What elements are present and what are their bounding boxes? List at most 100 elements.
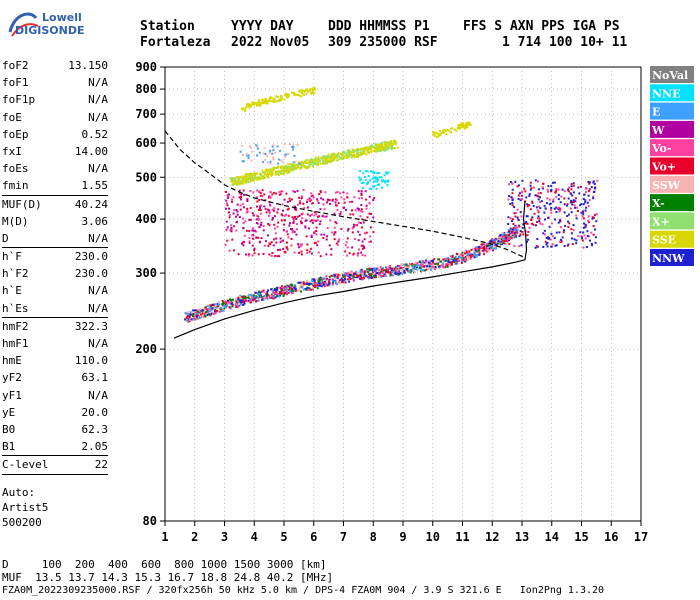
multihop-echo [352,149,355,152]
nnw-echo [573,238,576,241]
param-value: 20.0 [81,405,109,419]
o-mode-echo [355,276,358,279]
spread-echo [253,249,256,252]
multihop-echo [385,147,388,150]
upper-echo [465,124,468,127]
multihop-echo [270,174,273,177]
multihop-echo [249,177,252,180]
spread-echo [296,189,299,192]
spread-echo [295,208,298,211]
spread-echo [317,202,320,205]
o-mode-echo [349,278,352,281]
o-mode-echo [444,257,447,260]
nnw-echo [563,211,566,214]
o-mode-echo [469,257,472,260]
x-tick-label: 4 [251,530,258,544]
multihop-echo [230,176,233,179]
spread-echo [304,225,307,228]
o-mode-echo [319,281,322,284]
spread-echo [243,240,246,243]
nnw-echo [549,238,552,241]
spread-echo [325,201,328,204]
multihop-echo [279,171,282,174]
o-mode-echo [310,282,313,285]
param-value: 2.05 [81,440,109,454]
multihop-echo [265,168,268,171]
y-tick-label: 200 [135,342,157,356]
param-row-hme: hmE 110.0 [2,352,108,369]
multihop-echo [350,153,353,156]
spread-echo [325,215,328,218]
nnw-echo [593,214,596,217]
nnw-echo [575,206,578,209]
o-mode-echo [490,244,493,247]
third-hop-echo [293,93,296,96]
o-mode-echo [429,268,432,271]
multihop-echo [329,157,332,160]
spread-echo [265,211,268,214]
o-mode-echo [337,281,340,284]
nnw-echo [515,226,518,229]
multihop-echo [372,150,375,153]
header-date-label: YYYY DAY [231,19,294,34]
o-mode-echo [342,272,345,275]
multihop-echo [384,143,387,146]
spread-echo [238,189,241,192]
o-mode-echo [457,257,460,260]
multihop-echo [322,160,325,163]
third-hop-echo [270,100,273,103]
multihop-echo [394,139,397,142]
multihop-echo [287,168,290,171]
multihop-echo [329,160,332,163]
upper-echo [455,129,458,132]
x-tick-label: 15 [574,530,588,544]
legend-label: X+ [652,215,670,228]
o-mode-echo [232,300,235,303]
spread-echo [315,226,318,229]
nnw-echo [537,215,540,218]
o-mode-echo [349,271,352,274]
nnw-echo [514,215,517,218]
nnw-echo [587,221,590,224]
o-mode-echo [497,237,500,240]
nnw-echo [514,211,517,214]
nnw-echo [541,186,544,189]
multihop-echo [336,153,339,156]
nnw-echo [555,189,558,192]
o-mode-echo [222,302,225,305]
spread-echo [276,225,279,228]
nne-echo [368,187,371,190]
multihop-echo [366,150,369,153]
spread-echo [331,231,334,234]
multihop-echo [384,149,387,152]
o-mode-echo [455,258,458,261]
x-tick-label: 1 [161,530,168,544]
nnw-echo [571,243,574,246]
third-hop-echo [312,87,315,90]
o-mode-echo [468,250,471,253]
spread-echo [276,211,279,214]
spread-echo [290,244,293,247]
o-mode-echo [263,295,266,298]
nnw-echo [525,240,528,243]
upper-echo [465,121,468,124]
spread-echo [310,213,313,216]
nnw-echo [537,211,540,214]
o-mode-echo [470,253,473,256]
spread-echo [255,230,258,233]
o-mode-echo [348,274,351,277]
spread-echo [360,244,363,247]
o-mode-echo [462,259,465,262]
spread-echo [357,208,360,211]
o-mode-echo [433,258,436,261]
spread-echo [360,194,363,197]
o-mode-echo [189,318,192,321]
o-mode-echo [451,255,454,258]
multihop-echo [361,148,364,151]
spread-echo [278,255,281,258]
spread-echo [293,208,296,211]
third-hop-echo [302,89,305,92]
multihop-echo [269,172,272,175]
nne-echo [373,185,376,188]
o-mode-echo [492,239,495,242]
